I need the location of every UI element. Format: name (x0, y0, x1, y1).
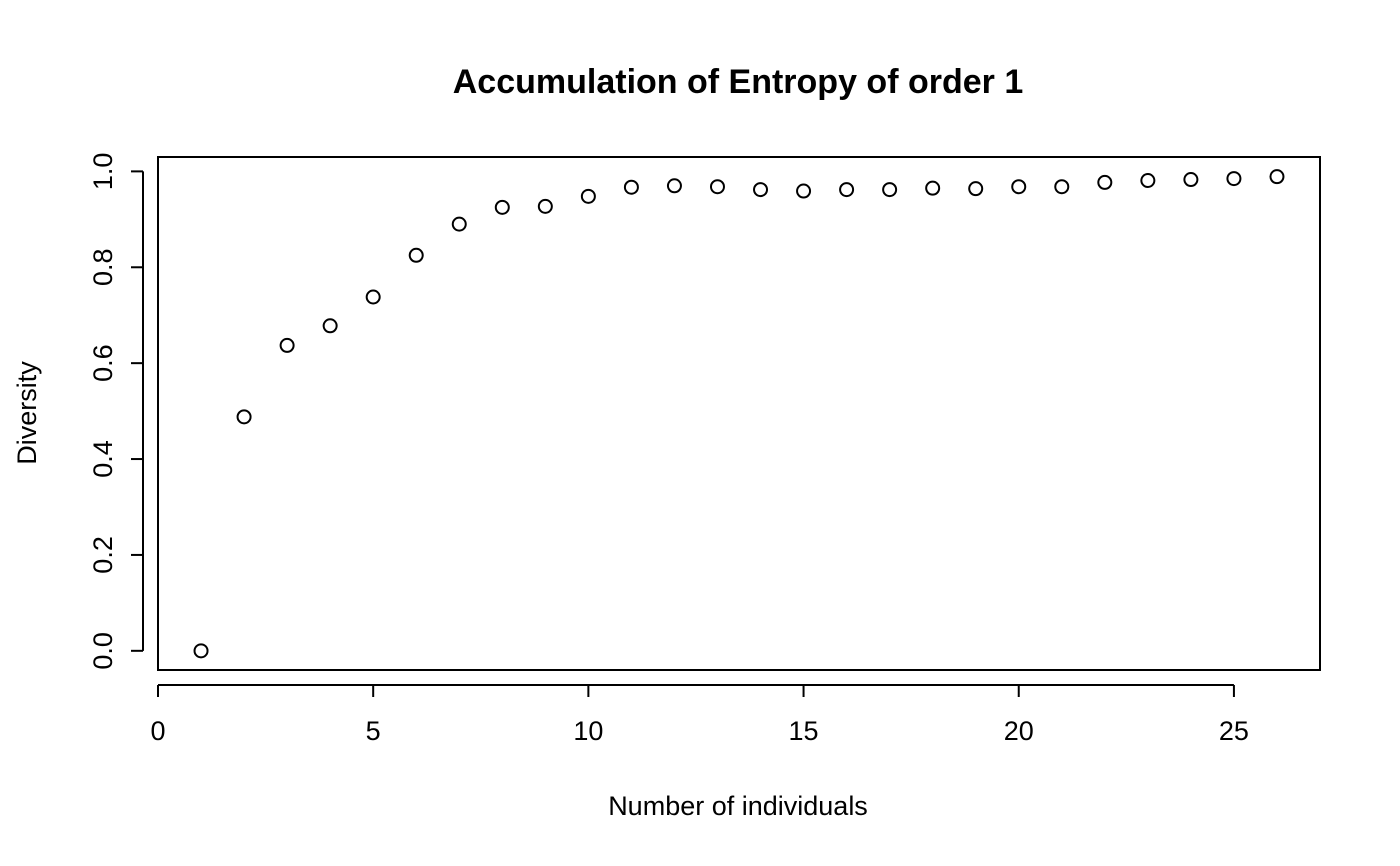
data-point (796, 183, 812, 199)
x-axis: 0 5 10 15 20 25 (150, 684, 1249, 746)
data-point (365, 289, 381, 305)
x-tick-label: 0 (150, 716, 165, 746)
plot-frame (157, 156, 1321, 671)
y-tick-label: 0.4 (88, 440, 118, 478)
data-point (1269, 169, 1285, 185)
data-point (623, 179, 639, 195)
y-tick-label: 1.0 (88, 153, 118, 191)
data-point (1140, 172, 1156, 188)
data-point (839, 182, 855, 198)
data-point (279, 337, 295, 353)
x-tick-label: 10 (573, 716, 603, 746)
data-point (408, 247, 424, 263)
chart-title: Accumulation of Entropy of order 1 (453, 63, 1023, 101)
x-tick-label: 5 (366, 716, 381, 746)
data-point (451, 216, 467, 232)
data-point (236, 409, 252, 425)
x-tick-label: 25 (1219, 716, 1249, 746)
data-point (322, 318, 338, 334)
data-point (1097, 174, 1113, 190)
data-point (1183, 172, 1199, 188)
data-points (193, 169, 1285, 659)
y-tick-label: 0.0 (88, 632, 118, 670)
y-tick-label: 0.6 (88, 344, 118, 382)
y-tick-label: 0.8 (88, 248, 118, 286)
data-point (1011, 179, 1027, 195)
y-axis-label: Diversity (12, 361, 42, 465)
data-point (1054, 179, 1070, 195)
y-axis: 0.0 0.2 0.4 0.6 0.8 1.0 (88, 153, 144, 670)
x-tick-label: 20 (1004, 716, 1034, 746)
data-point (537, 198, 553, 214)
y-tick-label: 0.2 (88, 536, 118, 574)
data-point (580, 188, 596, 204)
data-point (709, 179, 725, 195)
data-point (968, 181, 984, 197)
data-point (666, 178, 682, 194)
x-axis-label: Number of individuals (608, 791, 868, 821)
data-point (882, 182, 898, 198)
data-point (494, 199, 510, 215)
x-tick-label: 15 (789, 716, 819, 746)
data-point (1226, 171, 1242, 187)
data-point (193, 643, 209, 659)
data-point (925, 180, 941, 196)
data-point (753, 182, 769, 198)
